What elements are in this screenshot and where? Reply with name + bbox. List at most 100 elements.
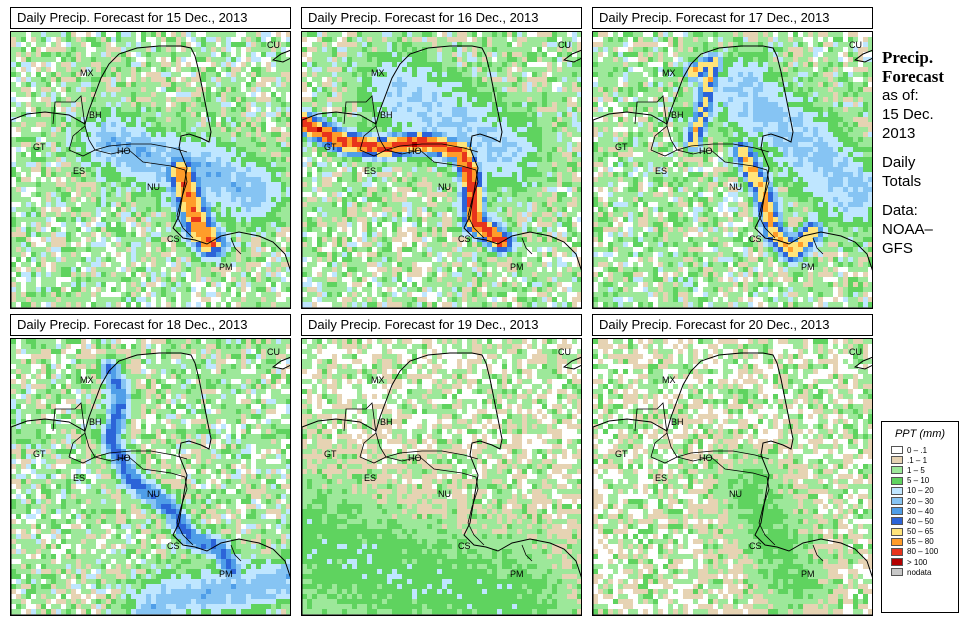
country-label: GT bbox=[33, 449, 46, 459]
map-canvas: MX BH GT HO ES NU CS PM CU bbox=[593, 32, 872, 308]
country-label: PM bbox=[219, 569, 233, 579]
country-label: GT bbox=[615, 449, 628, 459]
country-border bbox=[343, 95, 377, 151]
legend-swatch bbox=[891, 456, 903, 465]
country-label: HO bbox=[699, 146, 713, 156]
country-label: CU bbox=[849, 347, 862, 357]
country-border bbox=[467, 169, 479, 217]
country-border bbox=[176, 476, 188, 524]
legend-item: 1 – 5 bbox=[882, 465, 958, 475]
country-label: CU bbox=[558, 347, 571, 357]
country-border bbox=[359, 149, 387, 157]
coastline bbox=[593, 45, 872, 308]
country-border bbox=[467, 476, 479, 524]
forecast-panel: Daily Precip. Forecast for 16 Dec., 2013… bbox=[301, 7, 582, 309]
legend-swatch bbox=[891, 507, 903, 516]
legend-item: 40 – 50 bbox=[882, 516, 958, 526]
country-border bbox=[230, 544, 242, 562]
country-border bbox=[666, 125, 678, 151]
country-label: ES bbox=[655, 166, 667, 176]
legend-swatch bbox=[891, 466, 903, 475]
country-border bbox=[758, 476, 770, 524]
legend-label: > 100 bbox=[907, 557, 928, 567]
data-label: Data: bbox=[882, 202, 918, 219]
legend-swatch bbox=[891, 547, 903, 556]
cuba-outline bbox=[562, 49, 581, 63]
country-border bbox=[84, 432, 96, 458]
cuba-outline bbox=[271, 356, 290, 370]
country-border bbox=[176, 169, 188, 217]
coastline bbox=[11, 352, 290, 615]
legend-label: .1 – 1 bbox=[907, 455, 928, 465]
legend-item: 20 – 30 bbox=[882, 496, 958, 506]
country-label: PM bbox=[801, 569, 815, 579]
legend-label: 40 – 50 bbox=[907, 516, 934, 526]
country-label: CS bbox=[167, 234, 180, 244]
legend-swatch bbox=[891, 446, 903, 455]
country-border bbox=[176, 215, 194, 239]
country-label: CU bbox=[267, 347, 280, 357]
legend-item: 80 – 100 bbox=[882, 547, 958, 557]
country-border bbox=[758, 169, 770, 217]
panel-title: Daily Precip. Forecast for 15 Dec., 2013 bbox=[10, 7, 291, 29]
country-border bbox=[676, 450, 770, 460]
map-canvas: MX BH GT HO ES NU CS PM CU bbox=[302, 339, 581, 615]
country-border bbox=[359, 456, 387, 464]
legend-item: nodata bbox=[882, 567, 958, 577]
country-border bbox=[812, 237, 824, 255]
country-border bbox=[812, 544, 824, 562]
country-label: HO bbox=[117, 453, 131, 463]
country-border bbox=[52, 95, 86, 151]
country-label: BH bbox=[380, 417, 393, 427]
country-label: ES bbox=[364, 166, 376, 176]
forecast-info: Precip. Forecast as of: 15 Dec. 2013 Dai… bbox=[882, 48, 966, 258]
precip-map: MX BH GT HO ES NU CS PM CU bbox=[10, 31, 291, 309]
as-of-year: 2013 bbox=[882, 125, 916, 142]
country-label: GT bbox=[324, 449, 337, 459]
country-border bbox=[467, 522, 485, 546]
country-label: HO bbox=[699, 453, 713, 463]
country-label: PM bbox=[510, 569, 524, 579]
country-label: PM bbox=[219, 262, 233, 272]
country-label: MX bbox=[662, 68, 676, 78]
country-label: BH bbox=[671, 417, 684, 427]
country-border bbox=[375, 432, 387, 458]
legend-label: nodata bbox=[907, 567, 932, 577]
country-border bbox=[634, 402, 668, 458]
legend-item: 30 – 40 bbox=[882, 506, 958, 516]
as-of-date: 15 Dec. bbox=[882, 106, 934, 123]
country-label: GT bbox=[615, 142, 628, 152]
country-border bbox=[94, 456, 186, 478]
map-canvas: MX BH GT HO ES NU CS PM CU bbox=[302, 32, 581, 308]
forecast-panel: Daily Precip. Forecast for 17 Dec., 2013… bbox=[592, 7, 873, 309]
legend-label: 1 – 5 bbox=[907, 465, 925, 475]
precip-map: MX BH GT HO ES NU CS PM CU bbox=[592, 31, 873, 309]
map-canvas: MX BH GT HO ES NU CS PM CU bbox=[11, 339, 290, 615]
forecast-panel: Daily Precip. Forecast for 15 Dec., 2013… bbox=[10, 7, 291, 309]
daily-label: Daily bbox=[882, 154, 916, 171]
country-border bbox=[52, 402, 86, 458]
country-border bbox=[758, 522, 776, 546]
legend-label: 80 – 100 bbox=[907, 547, 939, 557]
forecast-panel: Daily Precip. Forecast for 18 Dec., 2013… bbox=[10, 314, 291, 616]
legend-label: 5 – 10 bbox=[907, 476, 930, 486]
legend-item: > 100 bbox=[882, 557, 958, 567]
country-label: CU bbox=[267, 40, 280, 50]
legend-swatch bbox=[891, 497, 903, 506]
legend-item: 50 – 65 bbox=[882, 527, 958, 537]
coastline bbox=[11, 45, 290, 308]
country-border bbox=[650, 149, 678, 157]
forecast-panel: Daily Precip. Forecast for 20 Dec., 2013… bbox=[592, 314, 873, 616]
country-border bbox=[343, 402, 377, 458]
coastline bbox=[302, 45, 581, 308]
legend-label: 65 – 80 bbox=[907, 537, 934, 547]
heading-line-2: Forecast bbox=[882, 67, 944, 86]
legend-label: 50 – 65 bbox=[907, 527, 934, 537]
country-border bbox=[176, 522, 194, 546]
country-label: ES bbox=[73, 166, 85, 176]
panel-title: Daily Precip. Forecast for 17 Dec., 2013 bbox=[592, 7, 873, 29]
country-border bbox=[758, 215, 776, 239]
country-label: HO bbox=[408, 146, 422, 156]
country-border bbox=[385, 149, 477, 171]
